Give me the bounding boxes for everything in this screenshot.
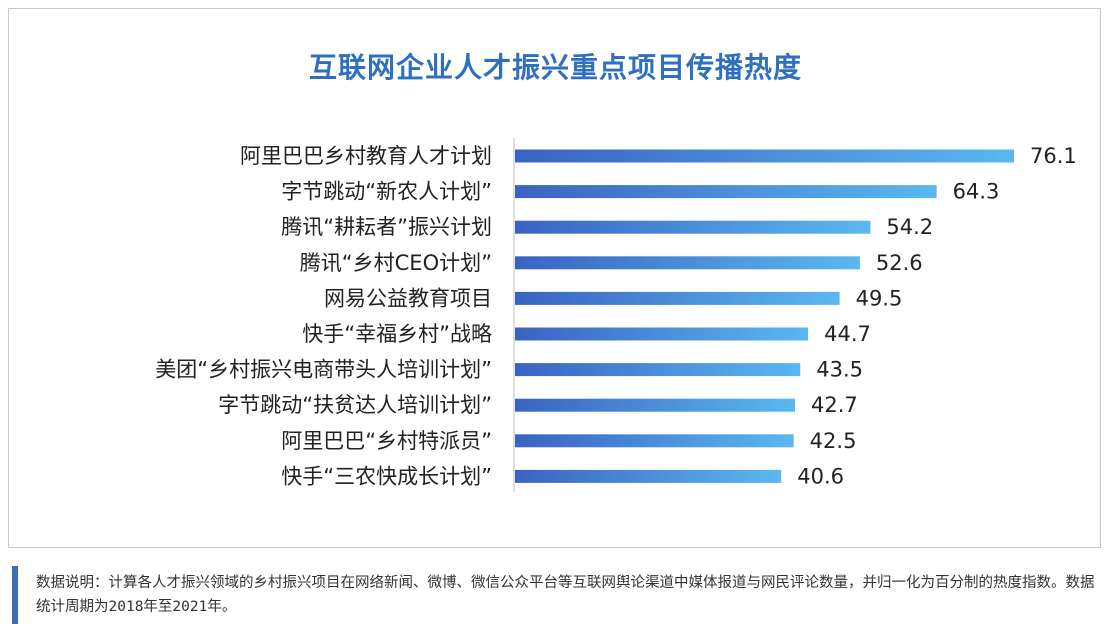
bar [515, 291, 840, 305]
value-label: 43.5 [816, 358, 863, 382]
bar [515, 220, 871, 234]
bar [515, 398, 795, 412]
bar [515, 149, 1014, 163]
category-label: 快手“三农快成长计划” [281, 464, 492, 488]
value-label: 76.1 [1030, 144, 1077, 168]
chart-title: 互联网企业人才振兴重点项目传播热度 [308, 51, 802, 84]
bar [515, 327, 809, 341]
category-label: 字节跳动“扶贫达人培训计划” [218, 393, 492, 417]
chart-frame [8, 8, 1101, 548]
bar [515, 363, 801, 377]
category-label: 快手“幸福乡村”战略 [302, 322, 492, 346]
value-label: 42.7 [811, 393, 858, 417]
category-label: 字节跳动“新农人计划” [281, 180, 492, 204]
bar [515, 185, 937, 199]
bar [515, 469, 782, 483]
value-label: 54.2 [886, 215, 933, 239]
value-label: 42.5 [810, 429, 857, 453]
category-label: 阿里巴巴乡村教育人才计划 [240, 144, 492, 168]
value-label: 64.3 [953, 180, 1000, 204]
category-label: 网易公益教育项目 [324, 286, 492, 310]
category-label: 腾讯“耕耘者”振兴计划 [281, 215, 492, 239]
value-label: 40.6 [797, 464, 844, 488]
data-note: 数据说明：计算各人才振兴领域的乡村振兴项目在网络新闻、微博、微信公众平台等互联网… [36, 575, 1095, 615]
value-label: 49.5 [856, 286, 903, 310]
category-label: 阿里巴巴“乡村特派员” [281, 429, 492, 453]
value-label: 52.6 [876, 251, 923, 275]
category-label: 腾讯“乡村CEO计划” [300, 251, 492, 275]
bar [515, 434, 794, 448]
bar [515, 256, 860, 270]
category-label: 美团“乡村振兴电商带头人培训计划” [155, 358, 492, 382]
note-accent-bar [12, 566, 18, 624]
value-label: 44.7 [824, 322, 871, 346]
